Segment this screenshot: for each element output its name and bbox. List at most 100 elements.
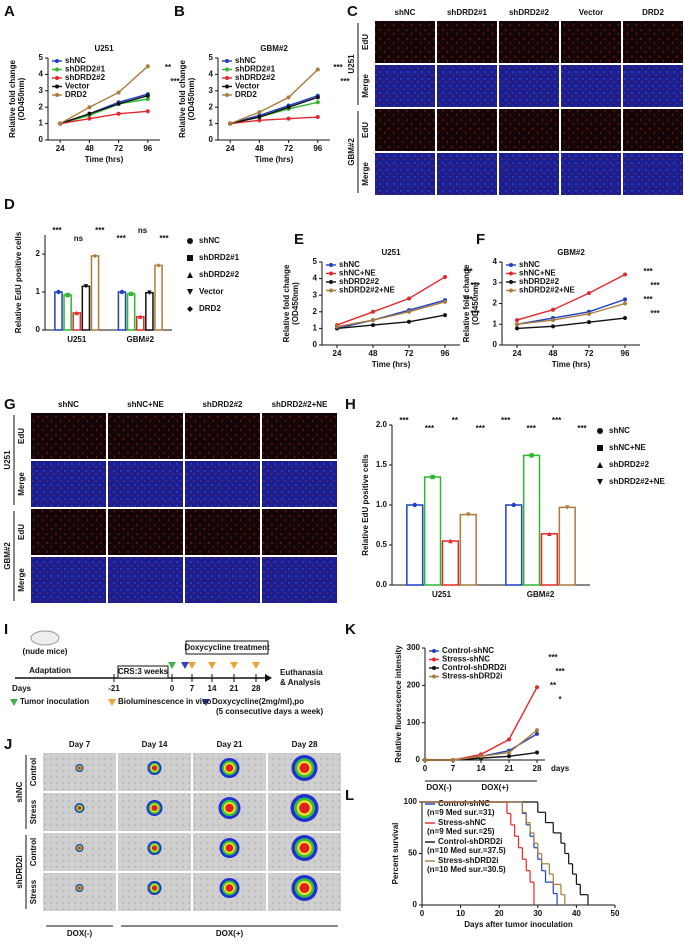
timeline-arrow — [265, 674, 272, 682]
row-label: Control — [29, 758, 38, 786]
legend-marker — [329, 263, 333, 267]
legend-marker — [509, 271, 513, 276]
y-tick-label: 2 — [313, 307, 318, 316]
signal — [225, 764, 234, 772]
significance: *** — [470, 281, 480, 290]
y-tick-label: 4 — [313, 274, 318, 283]
y-tick-label: 0 — [39, 135, 44, 144]
data-point — [507, 754, 511, 759]
legend-label: shNC — [235, 56, 256, 65]
micrograph — [623, 109, 683, 151]
bar — [117, 291, 127, 331]
micrograph — [437, 153, 497, 195]
legend-label: DRD2 — [199, 304, 221, 313]
data-point — [423, 758, 427, 762]
data-point — [116, 111, 121, 116]
data-point — [479, 754, 483, 759]
legend-label: shDRD2#2 — [235, 73, 276, 82]
column-label: shNC — [58, 400, 79, 409]
signal — [225, 844, 234, 852]
y-tick-label: 1 — [36, 287, 41, 296]
data-point — [286, 105, 291, 110]
data-point — [535, 728, 539, 733]
marker — [430, 474, 435, 480]
legend-label: shDRD2#2 — [65, 73, 106, 82]
significance: *** — [425, 424, 435, 433]
row-label: Stress — [29, 879, 38, 904]
legend-marker — [55, 59, 59, 63]
micrograph — [437, 65, 497, 107]
chart-title: U251 — [381, 248, 401, 257]
legend-note: (n=9 Med sur.=31) — [427, 808, 495, 817]
footer-label: DOX(-) — [426, 783, 452, 792]
bar — [154, 264, 163, 331]
significance: *** — [170, 77, 180, 86]
micrograph — [499, 65, 559, 107]
column-label: shDRD2#2 — [509, 8, 550, 17]
inoculation-mark — [168, 662, 176, 669]
legend-marker — [509, 280, 513, 284]
row-label: Stress — [29, 799, 38, 824]
data-point — [315, 115, 320, 120]
significance: *** — [340, 77, 350, 86]
data-point — [587, 311, 591, 316]
data-point — [87, 116, 92, 121]
micrograph — [375, 109, 435, 151]
signal — [151, 885, 158, 891]
marker — [511, 502, 516, 508]
legend-marker — [55, 67, 59, 72]
panel-letter: D — [4, 196, 15, 213]
legend-label: Stress-shDRD2i — [442, 672, 502, 681]
bar — [54, 291, 63, 331]
panel-letter: H — [345, 396, 356, 413]
significance: *** — [577, 424, 587, 433]
significance: *** — [552, 416, 562, 425]
series-line — [229, 95, 319, 125]
legend-mark — [10, 699, 18, 706]
row-label: Merge — [17, 472, 26, 496]
treatment: Doxycycline treatment — [184, 643, 270, 652]
data-point — [407, 309, 411, 314]
marker — [187, 289, 193, 295]
data-point — [551, 307, 555, 312]
chart-title: GBM#2 — [557, 248, 585, 257]
endpoint: & Analysis — [280, 678, 321, 687]
y-axis-label: Relative fluorescence intensity — [394, 645, 403, 763]
significance: * — [558, 695, 562, 704]
day-label: 14 — [208, 684, 217, 693]
column-label: Vector — [579, 8, 603, 17]
legend-marker — [225, 76, 229, 80]
x-tick-label: GBM#2 — [527, 590, 555, 599]
significance: *** — [399, 416, 409, 425]
row-label: Control — [29, 838, 38, 866]
significance: ** — [165, 63, 172, 72]
marker — [65, 292, 70, 298]
y-tick-label: 3 — [313, 290, 318, 299]
bar — [505, 504, 523, 586]
signal — [151, 845, 158, 851]
micrograph — [262, 413, 337, 459]
micrograph — [31, 509, 106, 555]
y-tick-label: 1.5 — [376, 460, 388, 469]
legend-label: (5 consecutive days a week) — [216, 707, 324, 716]
bar — [540, 533, 559, 586]
micrograph — [499, 109, 559, 151]
data-point — [515, 322, 519, 327]
legend-label: DRD2 — [65, 90, 87, 99]
day-label: 7 — [190, 684, 195, 693]
legend-note: (n=10 Med sur.=30.5) — [427, 865, 506, 874]
legend-label: shNC+NE — [339, 269, 376, 278]
panel-letter: F — [476, 231, 485, 248]
legend-marker — [329, 280, 333, 284]
data-point — [371, 318, 375, 323]
y-axis-label: Relative fold change — [178, 60, 187, 138]
y-tick-label: 100 — [407, 718, 421, 727]
legend-label: shDRD2#1 — [65, 65, 106, 74]
data-point — [535, 685, 539, 690]
legend-marker — [225, 59, 229, 63]
x-tick-label: 10 — [456, 909, 465, 918]
y-tick-label: 0.5 — [376, 540, 388, 549]
micrograph — [185, 461, 260, 507]
micrograph — [31, 557, 106, 603]
legend-label: shNC+NE — [609, 443, 646, 452]
